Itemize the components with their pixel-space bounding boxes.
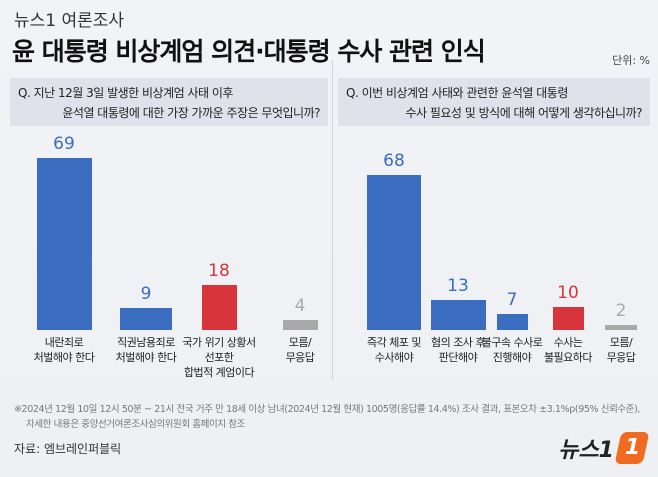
divider xyxy=(332,60,333,380)
chart-2-value-label-3: 7 xyxy=(506,290,518,311)
chart-1-bar-1 xyxy=(36,157,92,330)
chart-1-category-label-4: 모름/무응답 xyxy=(285,336,315,364)
question-1-box: Q. 지난 12월 3일 발생한 비상계엄 사태 이후 윤석열 대통령에 대한 … xyxy=(10,78,328,126)
chart-2-bar-2 xyxy=(430,300,486,330)
logo-text: 뉴스1 xyxy=(558,438,614,463)
chart-1-bar-4 xyxy=(282,320,318,330)
chart-2-value-label-5: 2 xyxy=(615,301,627,322)
chart-1-category-label-2: 직권남용죄로 처벌해야 한다 xyxy=(115,336,177,364)
chart-1-value-label-3: 18 xyxy=(208,261,230,281)
chart-2-category-label-4: 수사는 불필요하다 xyxy=(543,336,593,364)
chart-1-value-label-1: 69 xyxy=(53,133,75,154)
chart-1-category-label-1: 내란죄로 처벌해야 한다 xyxy=(33,336,95,364)
chart-2-category-label-2: 혐의 조사 후 판단해야 xyxy=(430,336,486,364)
note-line-2: 자세한 내용은 중앙선거여론조사심의위원회 홈페이지 참조 xyxy=(26,419,245,430)
survey-note: ※2024년 12월 10일 12시 50분 ~ 21시 전국 거주 만 18세… xyxy=(14,402,640,432)
chart-1-category-label-3: 국가 위기 상황서 선포한 합법적 계엄이다 xyxy=(182,336,256,379)
chart-2-value-label-2: 13 xyxy=(447,276,469,297)
question-2-box: Q. 이번 비상계엄 사태와 관련한 윤석열 대통령 수사 필요성 및 방식에 … xyxy=(338,78,650,126)
chart-1-bar-2 xyxy=(120,307,172,330)
page-title: 윤 대통령 비상계엄 의견·대통령 수사 관련 인식 xyxy=(12,37,486,66)
chart-2-value-label-1: 68 xyxy=(383,150,405,171)
chart-2-bar-3 xyxy=(496,314,528,330)
news1-logo: 뉴스1 1 xyxy=(558,432,650,464)
chart-2-bar-4 xyxy=(552,307,584,330)
chart-2-category-label-3: 불구속 수사로 진행해야 xyxy=(481,336,543,364)
question-2-line-1: Q. 이번 비상계엄 사태와 관련한 윤석열 대통령 xyxy=(346,86,568,100)
kicker: 뉴스1 여론조사 xyxy=(14,11,125,31)
chart-2-category-label-5: 모름/무응답 xyxy=(606,336,636,364)
chart-1-value-label-2: 9 xyxy=(140,283,152,304)
question-1-line-1: Q. 지난 12월 3일 발생한 비상계엄 사태 이후 xyxy=(18,86,233,100)
note-line-1: ※2024년 12월 10일 12시 50분 ~ 21시 전국 거주 만 18세… xyxy=(14,404,641,415)
chart-2-value-label-4: 10 xyxy=(557,283,579,304)
question-1-line-2: 윤석열 대통령에 대한 가장 가까운 주장은 무엇입니까? xyxy=(62,106,320,120)
source: 자료: 엠브레인퍼블릭 xyxy=(14,442,122,456)
question-2-line-2: 수사 필요성 및 방식에 대해 어떻게 생각하십니까? xyxy=(405,106,642,120)
logo-mark-icon: 1 xyxy=(614,432,650,464)
unit-label: 단위: % xyxy=(612,54,650,67)
chart-1-bar-3 xyxy=(201,285,237,330)
chart-2-bar-5 xyxy=(605,325,637,330)
chart-1-value-label-4: 4 xyxy=(294,296,306,316)
chart-2-bar-1 xyxy=(367,174,421,330)
chart-2-category-label-1: 즉각 체포 및 수사해야 xyxy=(366,336,422,364)
